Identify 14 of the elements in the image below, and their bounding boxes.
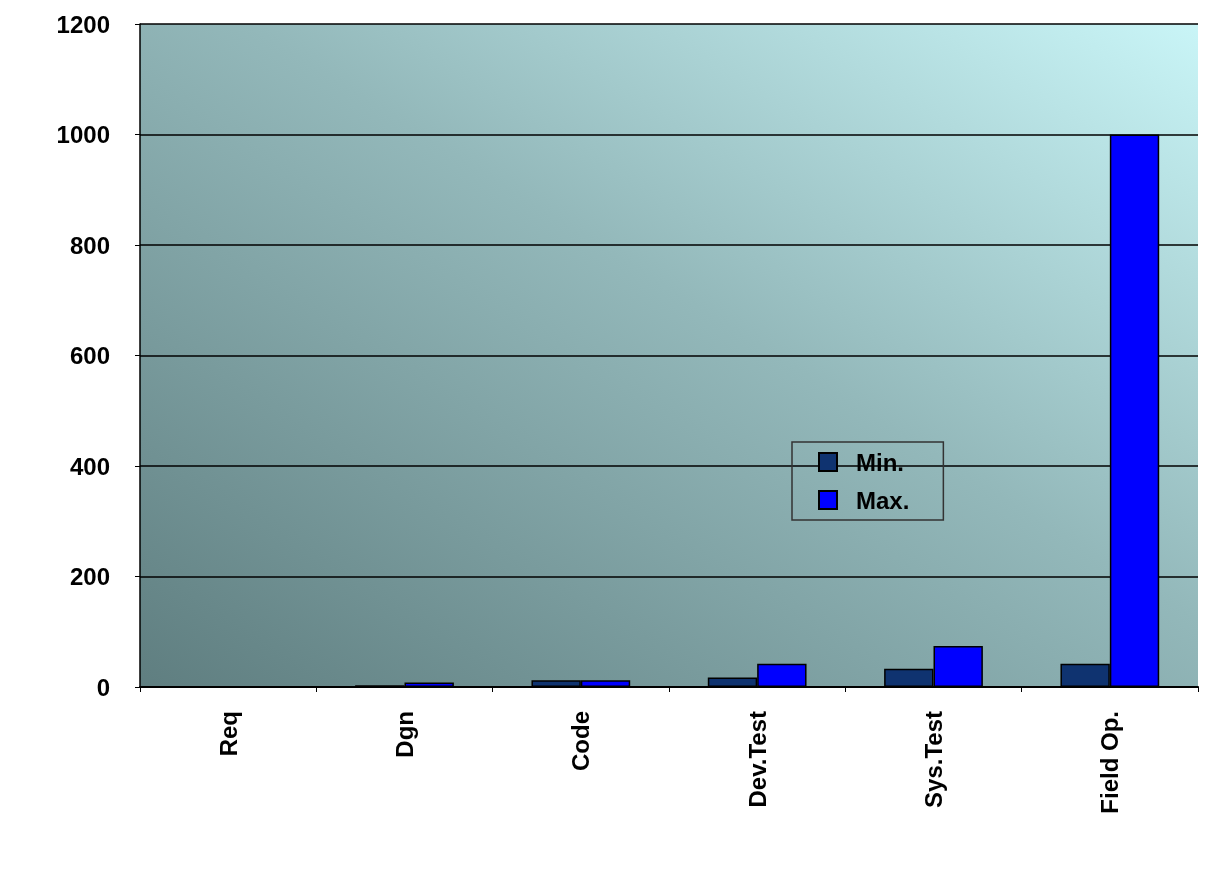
- x-tick-label: Code: [567, 711, 595, 771]
- legend-label: Max.: [856, 486, 910, 514]
- x-tick-label: Field Op.: [1096, 711, 1124, 814]
- x-tick-label: Dev.Test: [743, 711, 771, 808]
- y-tick-label: 600: [69, 342, 110, 369]
- y-tick-label: 1000: [56, 121, 110, 148]
- x-tick-label: Dgn: [391, 711, 418, 758]
- y-tick-label: 1200: [56, 10, 110, 38]
- y-tick-label: 0: [96, 673, 110, 701]
- y-tick-label: 200: [69, 563, 110, 590]
- y-tick-label: 800: [69, 231, 110, 259]
- x-tick-label: Sys.Test: [920, 710, 947, 808]
- x-tick-label: Req: [214, 711, 242, 757]
- y-tick-label: 400: [69, 452, 110, 480]
